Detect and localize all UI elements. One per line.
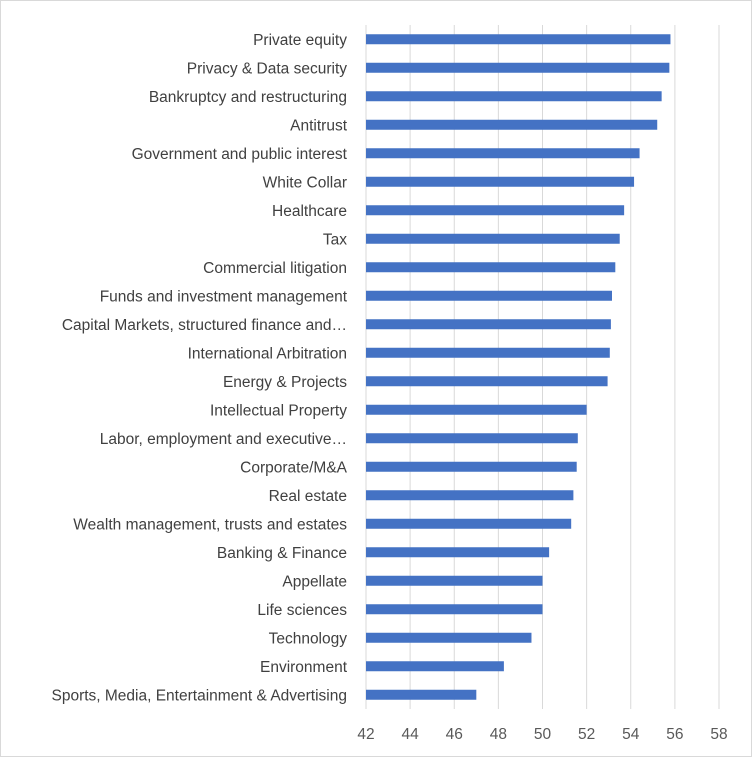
x-tick-label: 56 [666, 726, 683, 743]
bar [366, 689, 477, 700]
category-label: Life sciences [257, 602, 347, 619]
bar [366, 347, 610, 358]
category-label: Corporate/M&A [240, 459, 347, 476]
category-label: White Collar [263, 174, 347, 191]
x-tick-label: 54 [622, 726, 640, 743]
bar [366, 62, 670, 73]
category-label: Government and public interest [132, 146, 348, 163]
bar [366, 433, 578, 444]
bar [366, 575, 543, 586]
x-tick-label: 50 [534, 726, 552, 743]
bar [366, 632, 532, 643]
bar [366, 91, 662, 102]
category-label: Labor, employment and executive… [100, 431, 347, 448]
x-tick-label: 44 [402, 726, 420, 743]
x-tick-label: 46 [446, 726, 463, 743]
category-label: Capital Markets, structured finance and… [62, 317, 347, 334]
bar [366, 148, 640, 159]
category-label: Private equity [253, 32, 347, 49]
bar [366, 518, 572, 529]
bar [366, 119, 658, 130]
category-label: Intellectual Property [210, 402, 347, 419]
bar [366, 205, 625, 216]
bar [366, 233, 620, 244]
bar [366, 319, 611, 330]
x-tick-label: 52 [578, 726, 595, 743]
bar [366, 262, 616, 273]
x-tick-label: 42 [357, 726, 374, 743]
tick-labels: 42 44 46 48 50 52 54 56 58 [357, 726, 727, 743]
category-label: Technology [269, 630, 348, 647]
category-label: Antitrust [290, 117, 348, 134]
bar [366, 404, 587, 415]
bar [366, 547, 550, 558]
category-label: Banking & Finance [217, 545, 347, 562]
bar [366, 376, 608, 387]
category-label: Tax [323, 231, 347, 248]
category-label: Environment [260, 659, 348, 676]
category-labels: Private equity Privacy & Data security Ban… [51, 32, 347, 705]
bar [366, 176, 635, 187]
category-label: Healthcare [272, 203, 347, 220]
bar [366, 290, 612, 301]
category-label: Appellate [282, 573, 347, 590]
x-tick-label: 48 [490, 726, 507, 743]
bar [366, 461, 577, 472]
category-label: Energy & Projects [223, 374, 347, 391]
bar [366, 34, 671, 45]
bar [366, 661, 504, 672]
category-label: Funds and investment management [100, 288, 348, 305]
category-label: Real estate [269, 488, 347, 505]
x-tick-label: 58 [710, 726, 727, 743]
category-label: Sports, Media, Entertainment & Advertisi… [51, 687, 347, 704]
bars [366, 34, 671, 700]
category-label: Bankruptcy and restructuring [149, 89, 347, 106]
category-label: Commercial litigation [203, 260, 347, 277]
bar [366, 490, 574, 501]
bar [366, 604, 543, 615]
category-label: Wealth management, trusts and estates [73, 516, 347, 533]
category-label: Privacy & Data security [187, 60, 347, 77]
gridlines [365, 25, 720, 709]
category-label: International Arbitration [188, 345, 347, 362]
